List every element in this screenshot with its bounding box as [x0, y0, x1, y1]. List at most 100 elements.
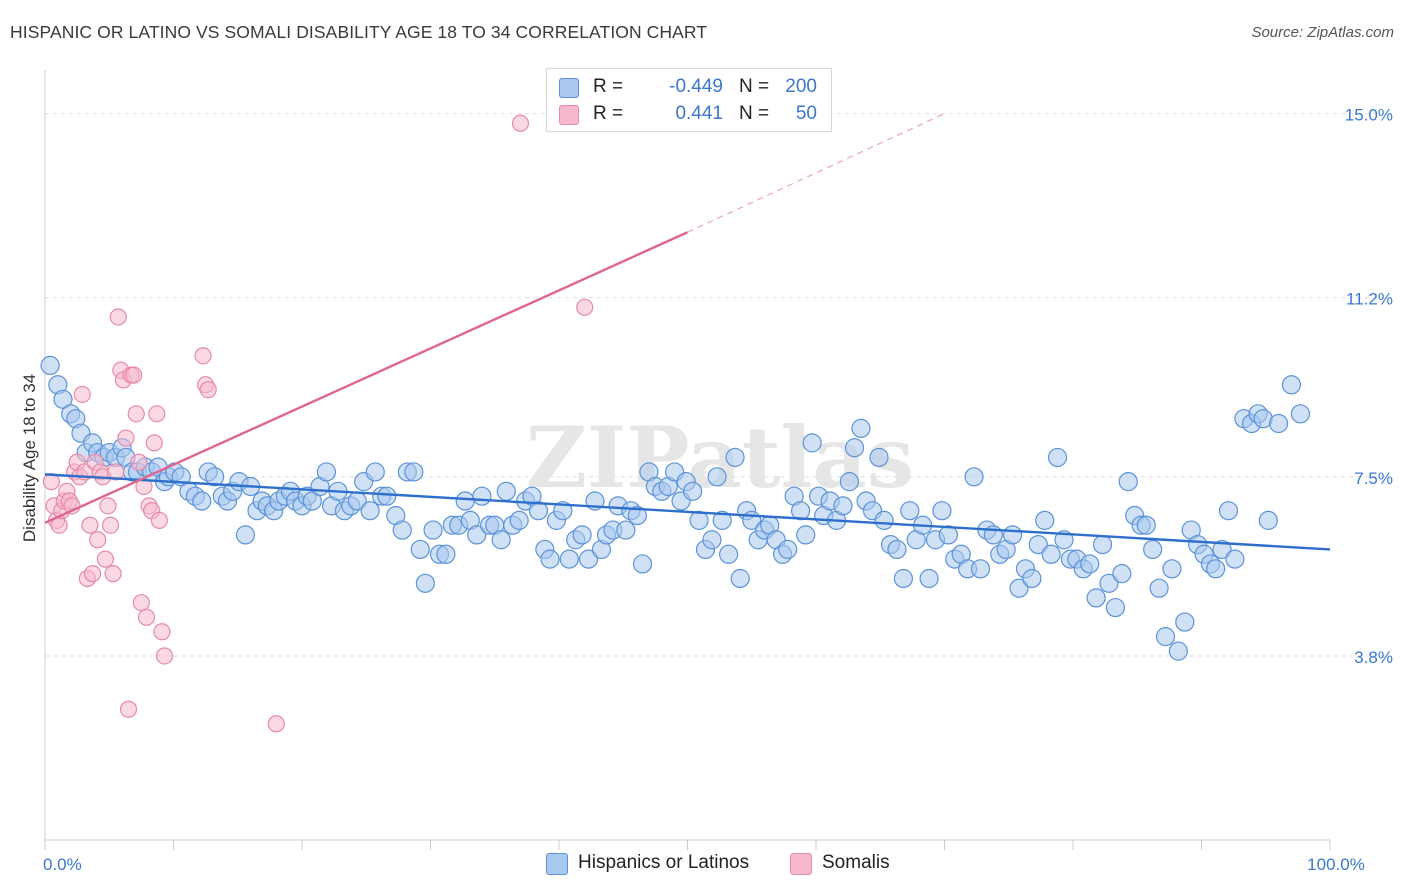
n-value: 200: [785, 76, 817, 97]
legend-label: Somalis: [822, 852, 890, 873]
point-hispanic: [730, 568, 750, 589]
point-somali: [83, 565, 102, 583]
x-tick-label: 100.0%: [1307, 855, 1365, 874]
point-hispanic: [1143, 539, 1163, 560]
y-tick-label: 7.5%: [1354, 469, 1393, 488]
point-hispanic: [1136, 515, 1156, 535]
point-somali: [145, 434, 163, 452]
point-hispanic: [1105, 597, 1126, 618]
point-somali: [125, 366, 143, 384]
point-hispanic: [616, 520, 636, 540]
y-tick-label: 11.2%: [1346, 290, 1393, 309]
point-hispanic: [802, 433, 822, 453]
point-hispanic: [496, 481, 516, 501]
point-somali: [107, 463, 125, 481]
point-hispanic: [1035, 510, 1055, 530]
point-hispanic: [192, 491, 212, 511]
data-points: [40, 114, 1311, 733]
x-tick-label: 0.0%: [43, 855, 82, 874]
point-hispanic: [970, 559, 991, 579]
point-hispanic: [874, 510, 894, 530]
point-hispanic: [360, 501, 380, 521]
trend-line-extension: [687, 113, 945, 233]
point-hispanic: [1080, 554, 1100, 574]
point-hispanic: [472, 486, 492, 506]
legend-swatch-pink: [790, 853, 812, 875]
point-hispanic: [1162, 559, 1182, 579]
point-hispanic: [316, 462, 337, 482]
point-hispanic: [1206, 559, 1226, 579]
point-somali: [150, 511, 168, 529]
point-hispanic: [1281, 375, 1302, 395]
point-somali: [137, 608, 156, 626]
point-hispanic: [415, 573, 435, 593]
point-somali: [153, 623, 171, 641]
point-hispanic: [932, 501, 952, 521]
r-label: R =: [593, 103, 624, 124]
chart-title: HISPANIC OR LATINO VS SOMALI DISABILITY …: [10, 22, 708, 42]
point-hispanic: [627, 505, 647, 526]
point-hispanic: [1003, 525, 1023, 545]
point-hispanic: [938, 525, 958, 545]
correlation-legend: R = -0.449 N = 200 R = 0.441 N = 50: [546, 68, 832, 132]
point-somali: [119, 700, 138, 718]
point-hispanic: [404, 462, 424, 482]
point-hispanic: [632, 554, 653, 574]
point-somali: [155, 647, 174, 665]
point-hispanic: [1258, 510, 1278, 530]
point-hispanic: [1028, 534, 1048, 555]
point-hispanic: [1112, 564, 1132, 584]
point-hispanic: [919, 568, 939, 589]
point-hispanic: [553, 501, 573, 521]
point-somali: [511, 114, 530, 132]
point-hispanic: [683, 481, 703, 501]
trend-lines: [44, 113, 1331, 551]
point-somali: [117, 429, 135, 447]
trend-line: [44, 231, 688, 524]
point-somali: [127, 405, 145, 423]
n-label: N =: [739, 76, 770, 97]
point-hispanic: [205, 467, 225, 487]
point-hispanic: [839, 472, 860, 492]
point-hispanic: [707, 467, 727, 487]
point-hispanic: [1175, 612, 1195, 632]
point-hispanic: [702, 530, 722, 550]
point-hispanic: [491, 530, 511, 550]
tick-labels: 3.8% 7.5% 11.2% 15.0% 0.0% 100.0%: [43, 106, 1393, 874]
point-hispanic: [509, 510, 529, 530]
point-somali: [132, 594, 150, 612]
r-value: 0.441: [675, 103, 723, 124]
point-somali: [101, 516, 120, 534]
point-hispanic: [725, 447, 745, 468]
legend-swatch-blue: [559, 78, 579, 98]
axes: [44, 70, 1331, 850]
r-value: -0.449: [669, 76, 723, 97]
source-label: Source: ZipAtlas.com: [1251, 24, 1394, 41]
point-hispanic: [578, 549, 599, 569]
point-hispanic: [1009, 578, 1029, 598]
y-tick-label: 15.0%: [1345, 106, 1393, 125]
point-hispanic: [833, 496, 853, 516]
point-somali: [130, 453, 148, 471]
n-value: 50: [795, 103, 817, 124]
y-tick-label: 3.8%: [1354, 648, 1393, 667]
point-hispanic: [528, 501, 549, 521]
point-hispanic: [844, 438, 865, 458]
point-hispanic: [423, 520, 443, 540]
point-somali: [576, 298, 594, 316]
point-somali: [194, 347, 212, 365]
point-hispanic: [410, 539, 430, 560]
point-hispanic: [887, 539, 907, 560]
trend-line: [44, 473, 1331, 551]
point-hispanic: [869, 447, 889, 468]
point-hispanic: [1118, 472, 1138, 492]
point-hispanic: [1092, 534, 1113, 555]
point-hispanic: [1225, 549, 1245, 569]
point-hispanic: [365, 462, 385, 482]
point-somali: [109, 308, 127, 326]
point-hispanic: [1212, 539, 1232, 560]
point-hispanic: [900, 501, 920, 521]
n-label: N =: [739, 103, 770, 124]
point-hispanic: [1149, 578, 1169, 598]
